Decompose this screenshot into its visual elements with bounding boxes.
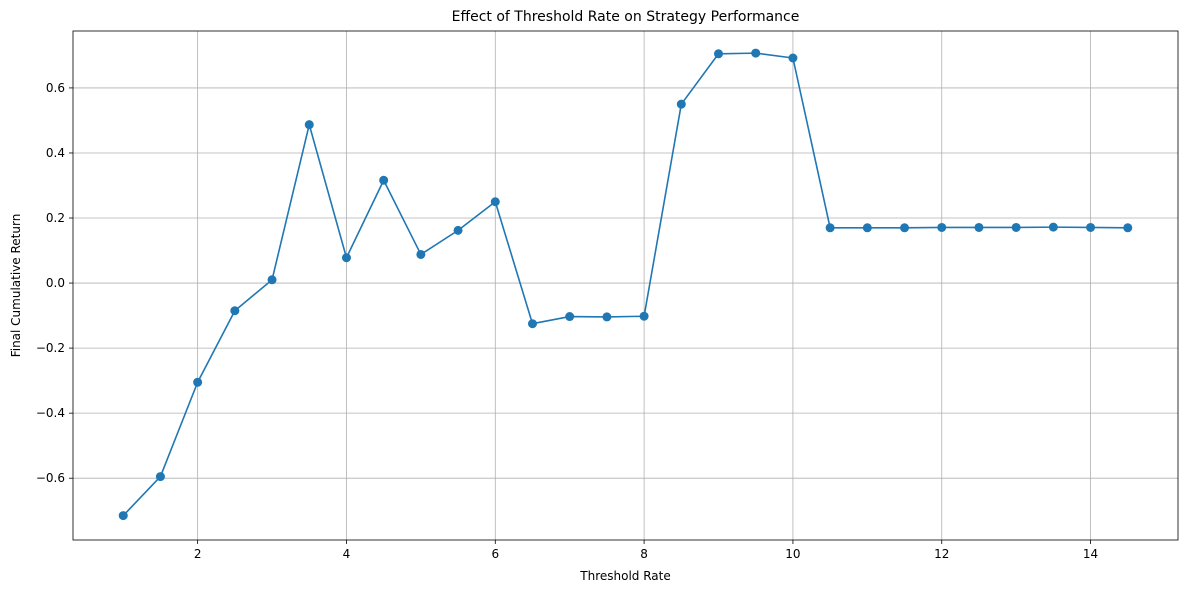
tick-layer: 2 4 6 8 10 12 14 −0.6 −0.4 −0.2 0.0 0.2 0.4 0.6 xyxy=(36,81,1098,561)
data-point xyxy=(751,48,761,58)
x-tick-label: 4 xyxy=(343,547,351,561)
data-point xyxy=(825,223,835,233)
data-point xyxy=(341,253,351,263)
data-point xyxy=(1086,222,1096,232)
y-tick-label: 0.6 xyxy=(46,81,65,95)
data-point xyxy=(230,306,240,316)
x-tick-label: 12 xyxy=(934,547,949,561)
data-point xyxy=(714,49,724,59)
series-layer xyxy=(118,48,1133,521)
data-point xyxy=(862,223,872,233)
series-line xyxy=(122,52,1128,517)
data-point xyxy=(527,319,537,329)
data-point xyxy=(788,53,798,63)
data-point xyxy=(490,197,500,207)
data-point xyxy=(155,472,165,482)
plot-frame xyxy=(72,30,1179,541)
y-tick-label: −0.2 xyxy=(36,341,65,355)
x-tick-label: 2 xyxy=(194,547,202,561)
data-point xyxy=(304,120,314,130)
x-tick-label: 10 xyxy=(785,547,800,561)
y-tick-label: 0.0 xyxy=(46,276,65,290)
data-point xyxy=(416,249,426,259)
data-point xyxy=(453,225,463,235)
data-point xyxy=(676,99,686,109)
data-point xyxy=(639,311,649,321)
data-point xyxy=(1123,223,1133,233)
data-point xyxy=(118,511,128,521)
y-tick-label: −0.4 xyxy=(36,406,65,420)
data-point xyxy=(937,222,947,232)
y-tick-label: 0.2 xyxy=(46,211,65,225)
chart-title: Effect of Threshold Rate on Strategy Per… xyxy=(452,9,800,25)
data-point xyxy=(900,223,910,233)
data-point xyxy=(974,222,984,232)
data-point xyxy=(565,312,575,322)
data-point xyxy=(379,175,389,185)
x-tick-label: 6 xyxy=(491,547,499,561)
data-point xyxy=(1048,222,1058,232)
x-tick-label: 8 xyxy=(640,547,648,561)
x-axis-label: Threshold Rate xyxy=(579,569,670,583)
data-point xyxy=(1011,222,1021,232)
y-tick-label: 0.4 xyxy=(46,146,65,160)
data-point xyxy=(193,377,203,387)
grid-layer xyxy=(73,31,1178,540)
y-axis-label: Final Cumulative Return xyxy=(9,214,23,358)
data-point xyxy=(267,275,277,285)
y-tick-label: −0.6 xyxy=(36,471,65,485)
data-point xyxy=(602,312,612,322)
x-tick-label: 14 xyxy=(1083,547,1098,561)
